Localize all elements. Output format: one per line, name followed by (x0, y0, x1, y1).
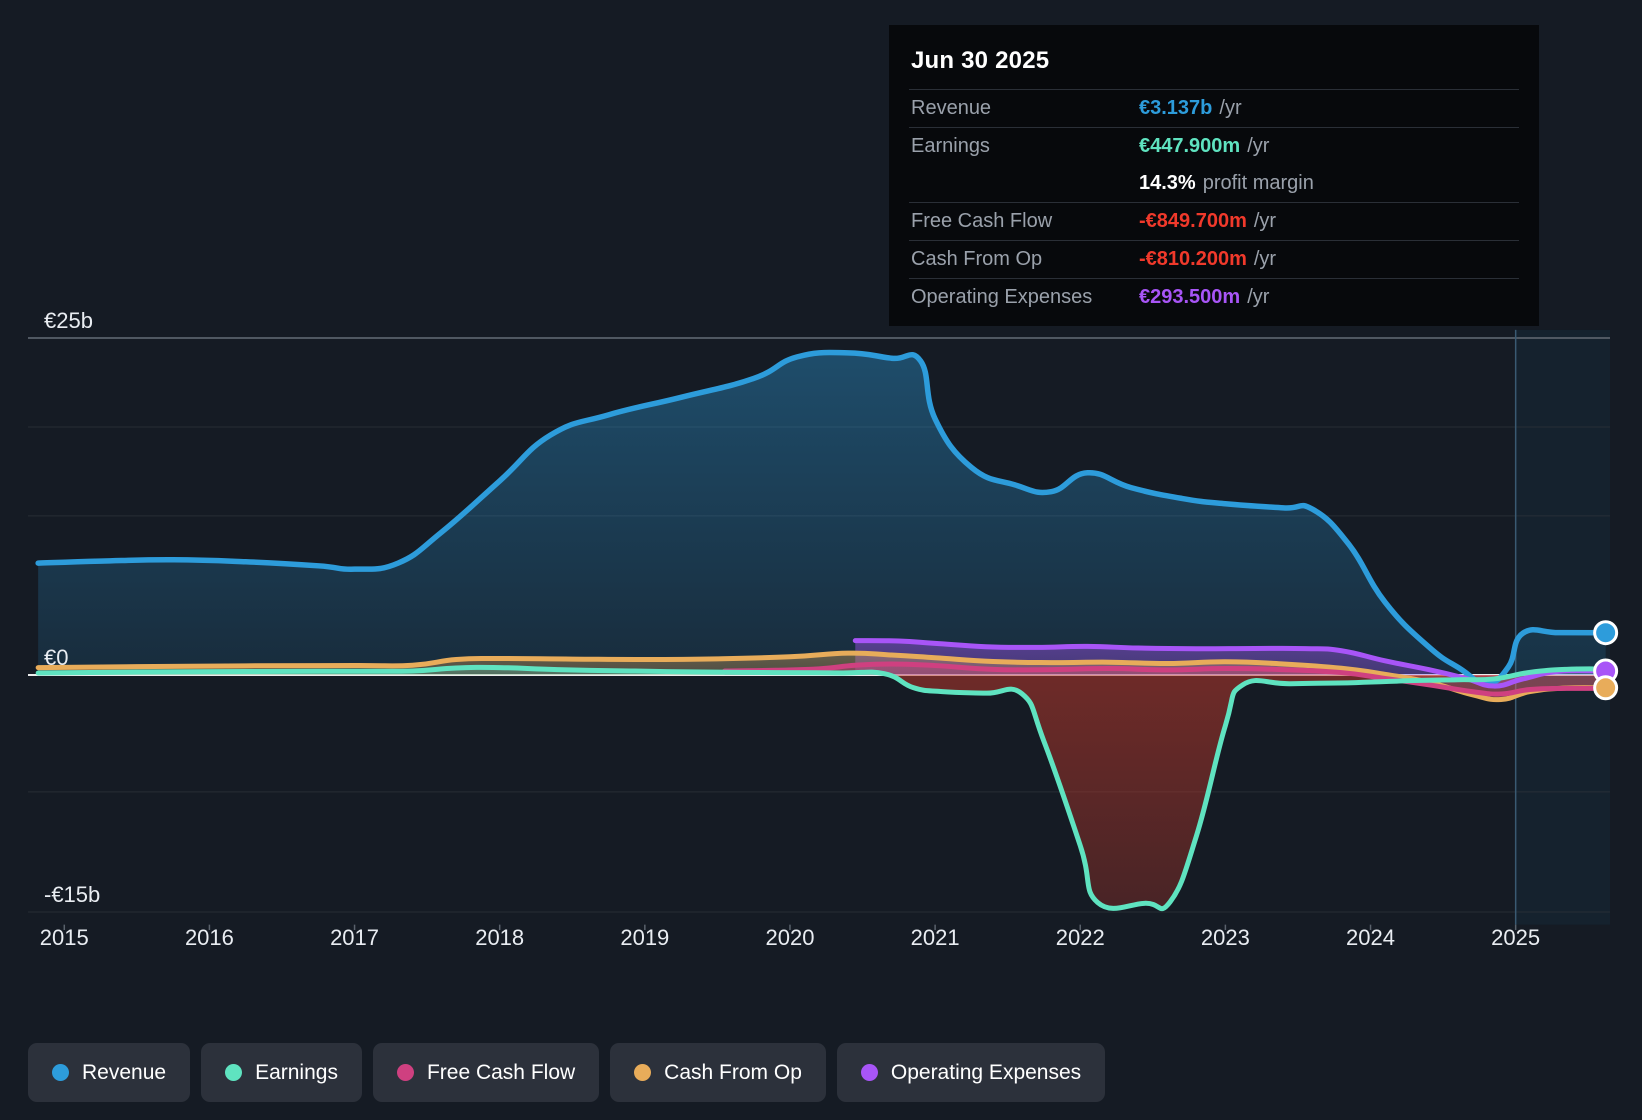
area-earnings-negative (38, 675, 1606, 909)
x-axis-tick: 2023 (1200, 925, 1250, 950)
legend-color-dot-icon (225, 1064, 243, 1081)
tooltip-card: Jun 30 2025 Revenue €3.137b/yr Earnings €44… (889, 25, 1539, 326)
x-axis-tick: 2022 (1055, 925, 1105, 950)
legend-color-dot-icon (860, 1064, 878, 1081)
tooltip-row: Revenue €3.137b/yr (909, 89, 1519, 127)
y-axis-tick: €25b (44, 308, 93, 333)
tooltip-row-label: Operating Expenses (911, 286, 1093, 308)
marker-dot (1593, 675, 1619, 701)
x-axis-tick: 2025 (1491, 925, 1541, 950)
x-axis-tick: 2019 (620, 925, 670, 950)
tooltip-row-value: €3.137b (1139, 97, 1213, 119)
y-axis-tick: -€15b (44, 882, 101, 907)
legend-item-operating-expenses[interactable]: Operating Expenses (836, 1043, 1106, 1102)
line-revenue[interactable] (35, 349, 1609, 687)
x-axis-tick: 2021 (910, 925, 960, 950)
legend-item-revenue[interactable]: Revenue (28, 1043, 191, 1102)
end-marker-revenue (1593, 620, 1619, 646)
x-axis-tick: 2024 (1346, 925, 1395, 950)
plot-area (0, 290, 1642, 930)
tooltip-rows: Revenue €3.137b/yr Earnings €447.900m/yr 14.… (909, 89, 1519, 316)
tooltip-row-value: €447.900m (1139, 135, 1241, 157)
tooltip-row-unit: /yr (1219, 97, 1242, 119)
tooltip-row-label: Free Cash Flow (911, 210, 1053, 232)
tooltip-row-label: Earnings (911, 135, 990, 157)
legend-item-label: Free Cash Flow (426, 1060, 576, 1084)
line-free-cash-flow[interactable] (722, 661, 1609, 697)
line-earnings[interactable] (35, 664, 1609, 912)
x-axis-tick: 2015 (39, 925, 89, 950)
tooltip-row: Operating Expenses €293.500m/yr (909, 278, 1519, 316)
area-free-cash-flow (724, 663, 1606, 695)
legend-color-dot-icon (634, 1064, 652, 1081)
legend-item-earnings[interactable]: Earnings (201, 1043, 362, 1102)
tooltip-row-value: -€849.700m (1139, 210, 1247, 232)
tooltip-row-label: Revenue (911, 97, 992, 119)
legend-item-cash-from-op[interactable]: Cash From Op (610, 1043, 826, 1102)
x-axis-tick: 2020 (765, 925, 815, 950)
tooltip-row-value: -€810.200m (1139, 248, 1247, 270)
tooltip-row: 14.3% profit margin (909, 165, 1519, 202)
marker-dot (1593, 620, 1619, 646)
tooltip-row-label: Cash From Op (911, 248, 1043, 270)
tooltip-row: Earnings €447.900m/yr (909, 127, 1519, 165)
tooltip-row-value: €293.500m (1139, 286, 1241, 308)
tooltip-row-unit: /yr (1247, 135, 1270, 157)
line-operating-expenses[interactable] (852, 638, 1609, 689)
legend-item-label: Revenue (82, 1060, 167, 1084)
legend-item-label: Earnings (255, 1060, 338, 1084)
tooltip-row: Free Cash Flow -€849.700m/yr (909, 202, 1519, 240)
x-axis-tick: 2016 (184, 925, 234, 950)
legend-item-label: Operating Expenses (890, 1060, 1082, 1084)
tooltip-date: Jun 30 2025 (911, 47, 1050, 74)
x-axis-tick: 2017 (330, 925, 380, 950)
y-axis-tick: €0 (44, 645, 69, 670)
legend-color-dot-icon (396, 1064, 414, 1081)
tooltip-row-unit: /yr (1247, 286, 1270, 308)
x-axis-tick: 2018 (475, 925, 525, 950)
chart-svg[interactable] (0, 290, 1642, 930)
end-marker-cash-from-op (1593, 675, 1619, 701)
legend-item-free-cash-flow[interactable]: Free Cash Flow (372, 1043, 600, 1102)
tooltip-row-unit: /yr (1253, 210, 1277, 232)
chart-legend: Revenue Earnings Free Cash Flow Cash From O… (28, 1043, 1106, 1102)
tooltip-row-value: 14.3% (1139, 172, 1196, 194)
tooltip-row: Cash From Op -€810.200m/yr (909, 240, 1519, 278)
legend-item-label: Cash From Op (664, 1060, 802, 1084)
area-revenue (38, 352, 1606, 684)
area-earnings-positive (38, 667, 1606, 676)
tooltip-row-unit: /yr (1253, 248, 1277, 270)
tooltip-row-unit: profit margin (1202, 172, 1314, 194)
legend-color-dot-icon (52, 1064, 69, 1081)
